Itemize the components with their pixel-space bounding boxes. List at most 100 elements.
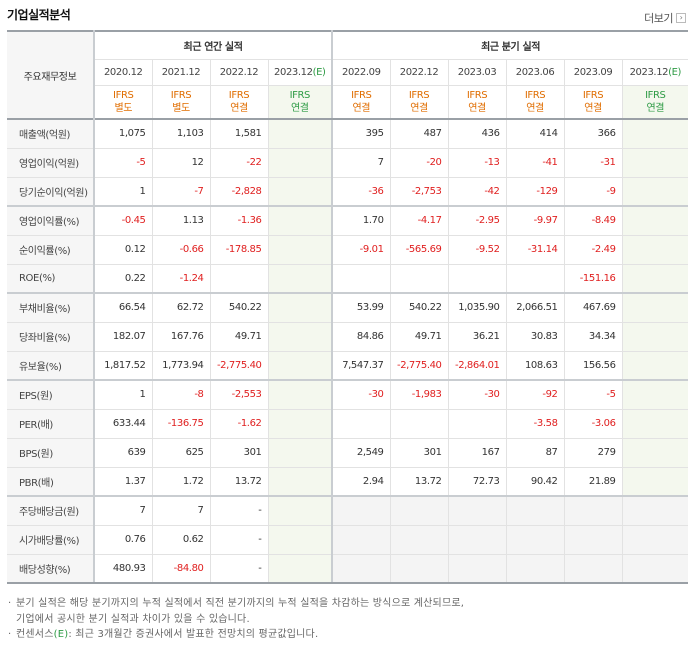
annual-year: 2022.12 xyxy=(209,58,269,86)
quarter-value: -31.14 xyxy=(505,234,565,265)
table-row: 부채비율(%) 66.54 62.72 540.22 53.99 540.22 1,035.… xyxy=(7,292,689,323)
quarter-period: 2023.09 xyxy=(563,58,623,86)
annual-value xyxy=(267,466,334,497)
table-row: 유보율(%) 1,817.52 1,773.94 -2,775.40 7,547.37-… xyxy=(7,350,689,381)
quarter-value xyxy=(331,495,391,526)
quarter-value xyxy=(331,524,391,555)
annual-value xyxy=(267,437,334,468)
ifrs-label: IFRS xyxy=(466,89,488,101)
quarter-period: 2023.06 xyxy=(505,58,565,86)
quarter-value: 2,066.51 xyxy=(505,292,565,323)
quarter-value: -9 xyxy=(563,176,623,207)
quarter-value: 279 xyxy=(563,437,623,468)
quarter-value xyxy=(505,524,565,555)
more-link[interactable]: 더보기 › xyxy=(644,10,686,26)
annual-value: 639 xyxy=(93,437,153,468)
ifrs-basis: IFRS 별도 xyxy=(151,84,211,120)
annual-value: 633.44 xyxy=(93,408,153,439)
annual-year-estimate: 2023.12(E) xyxy=(267,58,334,86)
row-label: 주당배당금(원) xyxy=(7,495,95,526)
quarter-value: 167 xyxy=(447,437,507,468)
quarter-value: -1,983 xyxy=(389,379,449,410)
annual-value xyxy=(267,205,334,236)
quarter-period: 2022.12 xyxy=(389,58,449,86)
annual-year: 2020.12 xyxy=(94,58,153,86)
annual-value: 0.12 xyxy=(93,234,153,265)
quarter-value: -9.97 xyxy=(505,205,565,236)
row-label: PER(배) xyxy=(7,408,95,439)
annual-value: -178.85 xyxy=(209,234,269,265)
ifrs-label: IFRS xyxy=(645,89,666,101)
quarter-value: 1.70 xyxy=(331,205,391,236)
quarter-value xyxy=(447,263,507,294)
annual-value xyxy=(267,176,334,207)
section-title: 기업실적분석 xyxy=(7,8,71,22)
annual-value: -0.66 xyxy=(151,234,211,265)
annual-value xyxy=(267,524,334,555)
ifrs-basis: IFRS 연결 xyxy=(447,84,507,120)
quarter-value xyxy=(389,263,449,294)
quarter-value: -2.95 xyxy=(447,205,507,236)
ifrs-type: 별도 xyxy=(172,102,190,114)
row-label: 매출액(억원) xyxy=(7,118,95,149)
quarter-value: 395 xyxy=(331,118,391,149)
quarter-value: -13 xyxy=(447,147,507,178)
quarter-value xyxy=(505,263,565,294)
row-label: 시가배당률(%) xyxy=(7,524,95,555)
row-label: EPS(원) xyxy=(7,379,95,410)
ifrs-type: 연결 xyxy=(584,102,602,114)
quarter-value: 49.71 xyxy=(389,321,449,352)
quarter-value: -9.01 xyxy=(331,234,391,265)
ifrs-type: 연결 xyxy=(290,102,309,114)
quarter-value xyxy=(621,292,689,323)
ifrs-label: IFRS xyxy=(170,89,192,101)
annual-value: -2,553 xyxy=(209,379,269,410)
quarter-value: 301 xyxy=(389,437,449,468)
annual-group-header: 최근 연간 실적 xyxy=(93,30,334,60)
row-label: 부채비율(%) xyxy=(7,292,95,323)
annual-value: 1 xyxy=(93,379,153,410)
table-row: 매출액(억원) 1,075 1,103 1,581 395 487 436 414 366 xyxy=(7,118,689,149)
quarter-value xyxy=(331,263,391,294)
quarter-value: 414 xyxy=(505,118,565,149)
quarter-value: -9.52 xyxy=(447,234,507,265)
quarter-value: -20 xyxy=(389,147,449,178)
ifrs-label: IFRS xyxy=(228,89,250,101)
annual-value xyxy=(267,321,334,352)
quarter-value xyxy=(447,495,507,526)
ifrs-label: IFRS xyxy=(582,89,604,101)
quarter-value xyxy=(447,408,507,439)
quarter-value xyxy=(505,553,565,584)
chevron-right-icon: › xyxy=(676,13,686,23)
annual-value xyxy=(267,263,334,294)
annual-value xyxy=(267,350,334,381)
annual-value xyxy=(267,379,334,410)
annual-value: 540.22 xyxy=(209,292,269,323)
row-header: 주요재무정보 xyxy=(7,30,95,120)
quarter-value xyxy=(621,408,689,439)
quarter-value xyxy=(621,234,689,265)
quarter-value: 7,547.37 xyxy=(331,350,391,381)
ifrs-type: 연결 xyxy=(230,102,248,114)
annual-value: 62.72 xyxy=(151,292,211,323)
table-row: 당기순이익(억원) 1 -7 -2,828 -36 -2,753 -42 -129 -9 xyxy=(7,176,689,207)
row-label: 유보율(%) xyxy=(7,350,95,381)
quarter-value: -5 xyxy=(563,379,623,410)
quarter-value: 30.83 xyxy=(505,321,565,352)
quarter-value: -129 xyxy=(505,176,565,207)
annual-value: -22 xyxy=(209,147,269,178)
quarter-value: -30 xyxy=(331,379,391,410)
annual-value: - xyxy=(209,524,269,555)
quarter-value: -2,864.01 xyxy=(447,350,507,381)
ifrs-basis: IFRS 연결 xyxy=(621,84,689,120)
quarter-value: -41 xyxy=(505,147,565,178)
annual-value: 7 xyxy=(93,495,153,526)
ifrs-type: 연결 xyxy=(526,102,544,114)
quarterly-group-header: 최근 분기 실적 xyxy=(331,30,689,60)
quarter-value xyxy=(621,553,689,584)
quarter-value xyxy=(563,553,623,584)
table-row: 당좌비율(%) 182.07 167.76 49.71 84.86 49.71 36.21 3… xyxy=(7,321,689,352)
annual-value: 301 xyxy=(209,437,269,468)
quarter-value: 13.72 xyxy=(389,466,449,497)
ifrs-type: 별도 xyxy=(114,102,133,114)
